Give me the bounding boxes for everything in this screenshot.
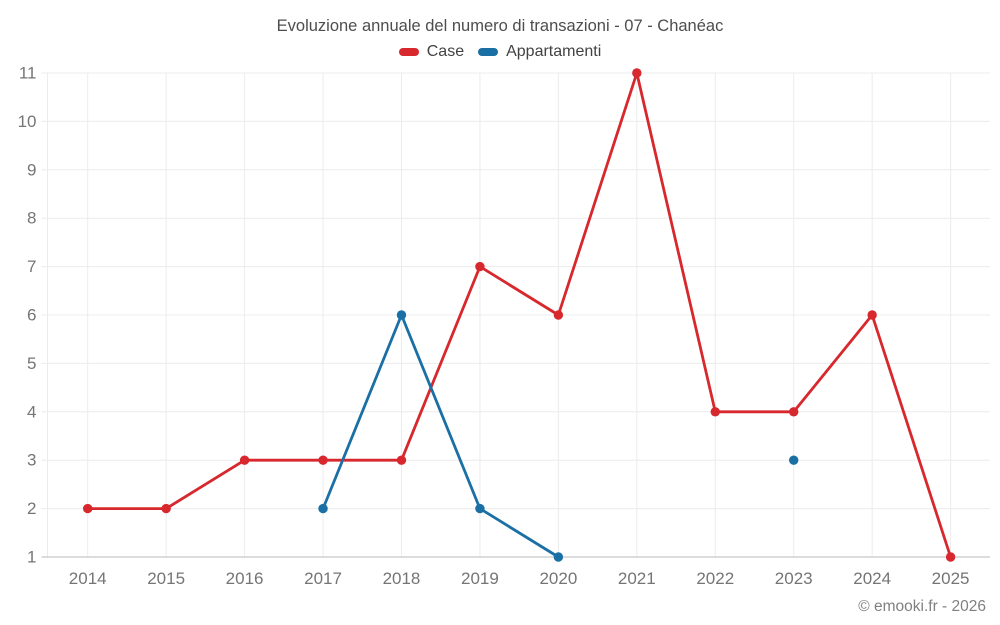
y-tick-label: 4 xyxy=(27,402,36,421)
x-tick-label: 2016 xyxy=(226,569,264,588)
appartamenti-swatch-icon xyxy=(478,48,499,56)
y-tick-label: 10 xyxy=(18,112,37,131)
y-tick-label: 3 xyxy=(27,451,36,470)
y-tick-label: 8 xyxy=(27,209,36,228)
data-point-case-2015[interactable] xyxy=(161,503,171,514)
data-point-appartamenti-2023[interactable] xyxy=(789,455,799,465)
x-tick-label: 2015 xyxy=(147,569,185,588)
data-point-case-2014[interactable] xyxy=(83,503,93,514)
chart-title: Evoluzione annuale del numero di transaz… xyxy=(276,17,724,35)
data-point-appartamenti-2019[interactable] xyxy=(475,503,485,514)
x-tick-label: 2014 xyxy=(69,569,107,588)
x-tick-label: 2018 xyxy=(383,569,421,588)
data-point-case-2016[interactable] xyxy=(239,455,250,465)
y-tick-label: 2 xyxy=(27,499,36,518)
x-tick-label: 2017 xyxy=(304,569,342,588)
data-point-case-2018[interactable] xyxy=(396,455,407,465)
x-tick-label: 2025 xyxy=(932,569,970,588)
data-point-appartamenti-2017[interactable] xyxy=(318,503,328,514)
legend-item-appartamenti[interactable]: Appartamenti xyxy=(478,44,601,60)
grid-layer xyxy=(41,72,990,558)
data-point-case-2021[interactable] xyxy=(632,68,642,78)
data-point-case-2019[interactable] xyxy=(475,261,485,272)
x-tick-label: 2022 xyxy=(696,569,734,588)
data-point-appartamenti-2018[interactable] xyxy=(396,310,407,320)
data-point-appartamenti-2020[interactable] xyxy=(553,552,564,562)
data-point-case-2025[interactable] xyxy=(945,552,956,562)
y-tick-label: 7 xyxy=(27,257,36,276)
y-tick-label: 1 xyxy=(27,548,36,567)
data-point-case-2024[interactable] xyxy=(867,310,877,320)
legend-item-case[interactable]: Case xyxy=(398,43,465,60)
attribution: © emooki.fr - 2026 xyxy=(858,598,986,615)
y-tick-label: 9 xyxy=(27,160,36,179)
y-tick-label: 5 xyxy=(27,354,36,373)
data-point-case-2017[interactable] xyxy=(318,455,328,465)
legend-label-appartamenti: Appartamenti xyxy=(506,43,602,60)
y-tick-label: 11 xyxy=(19,64,37,83)
legend-label-case: Case xyxy=(426,43,465,60)
x-tick-label: 2020 xyxy=(539,569,577,588)
series-case xyxy=(83,68,956,562)
data-point-case-2022[interactable] xyxy=(710,407,720,417)
case-swatch-icon xyxy=(398,48,419,56)
x-tick-label: 2021 xyxy=(618,569,656,588)
x-tick-label: 2024 xyxy=(853,569,891,588)
y-tick-label: 6 xyxy=(27,306,36,325)
x-tick-label: 2023 xyxy=(775,569,813,588)
series-appartamenti xyxy=(318,310,799,562)
data-point-case-2023[interactable] xyxy=(789,407,799,417)
legend: Case Appartamenti xyxy=(0,44,1000,60)
axis-layer: 1 2 3 4 5 6 7 8 9 10 11 2014 2015 2016 2017 2018 2019 202… xyxy=(18,64,990,588)
x-tick-label: 2019 xyxy=(461,569,499,588)
data-point-case-2020[interactable] xyxy=(553,310,564,320)
